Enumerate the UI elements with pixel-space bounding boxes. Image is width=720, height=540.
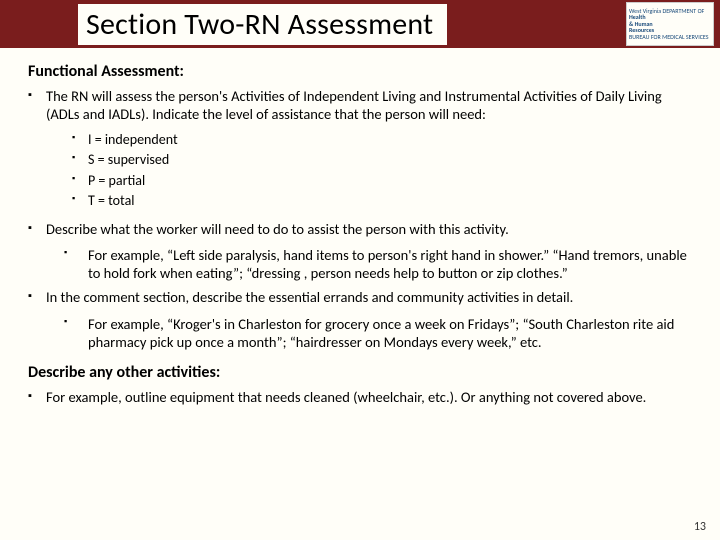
- other-activities-heading: Describe any other activities:: [28, 363, 692, 382]
- content-area: Functional Assessment: The RN will asses…: [0, 48, 720, 406]
- comment-section-note: In the comment section, describe the ess…: [28, 288, 692, 306]
- agency-logo: West Virginia DEPARTMENT OF Health & Hum…: [626, 2, 714, 46]
- logo-line: BUREAU FOR MEDICAL SERVICES: [629, 34, 711, 41]
- code-independent: I = independent: [28, 131, 692, 149]
- code-total: T = total: [28, 192, 692, 210]
- example-errands: For example, “Kroger's in Charleston for…: [28, 315, 692, 351]
- functional-intro: The RN will assess the person's Activiti…: [28, 87, 692, 123]
- code-supervised: S = supervised: [28, 151, 692, 169]
- page-number: 13: [694, 520, 706, 534]
- header-band: Section Two-RN Assessment West Virginia …: [0, 0, 720, 48]
- describe-worker: Describe what the worker will need to do…: [28, 220, 692, 238]
- example-worker: For example, “Left side paralysis, hand …: [28, 246, 692, 282]
- assistance-codes: I = independent S = supervised P = parti…: [28, 131, 692, 210]
- other-activities-text: For example, outline equipment that need…: [28, 388, 692, 406]
- functional-heading: Functional Assessment:: [28, 62, 692, 81]
- code-partial: P = partial: [28, 172, 692, 190]
- page-title: Section Two-RN Assessment: [78, 4, 447, 45]
